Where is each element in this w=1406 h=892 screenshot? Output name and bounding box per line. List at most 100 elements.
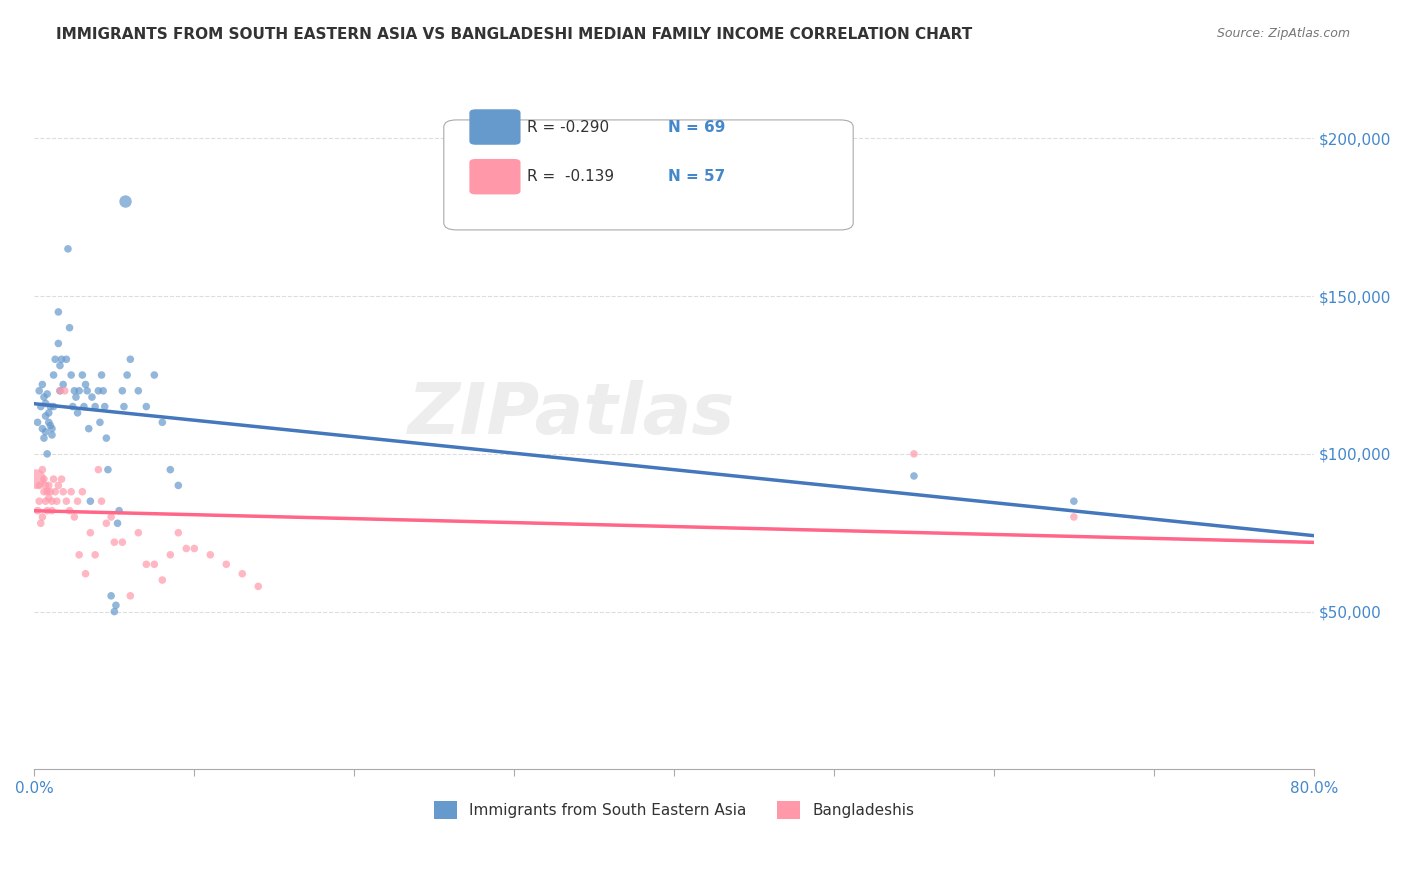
Point — [41, 503, 63, 517]
Point — [135, 400, 157, 414]
Point — [176, 541, 198, 556]
Point — [53, 384, 76, 398]
Point — [79, 525, 101, 540]
Point — [87, 384, 110, 398]
Point — [48, 305, 70, 319]
Point — [76, 384, 98, 398]
Point — [159, 463, 181, 477]
Point — [66, 406, 89, 420]
Point — [58, 503, 80, 517]
Point — [31, 510, 53, 524]
Point — [38, 415, 60, 429]
Point — [200, 548, 222, 562]
Text: N = 57: N = 57 — [668, 169, 725, 185]
Point — [84, 548, 107, 562]
Point — [41, 494, 63, 508]
Point — [143, 368, 166, 382]
Point — [84, 400, 107, 414]
Point — [51, 352, 73, 367]
Text: Source: ZipAtlas.com: Source: ZipAtlas.com — [1216, 27, 1350, 40]
Point — [55, 352, 77, 367]
Point — [42, 400, 65, 414]
FancyBboxPatch shape — [470, 110, 520, 145]
Point — [42, 472, 65, 486]
Point — [39, 400, 62, 414]
Point — [44, 352, 66, 367]
FancyBboxPatch shape — [444, 120, 853, 230]
Point — [114, 194, 136, 209]
Point — [183, 541, 205, 556]
Point — [111, 535, 134, 549]
Point — [49, 384, 72, 398]
Point — [63, 510, 86, 524]
Point — [28, 478, 51, 492]
Point — [44, 484, 66, 499]
Point — [34, 409, 56, 423]
Text: R =  -0.139: R = -0.139 — [527, 169, 614, 185]
Point — [167, 525, 190, 540]
Point — [903, 447, 925, 461]
Point — [77, 422, 100, 436]
Point — [115, 368, 138, 382]
Point — [89, 415, 111, 429]
Point — [93, 400, 115, 414]
Point — [96, 516, 118, 531]
Point — [39, 484, 62, 499]
Point — [41, 422, 63, 436]
Point — [52, 484, 75, 499]
Point — [96, 431, 118, 445]
Point — [38, 491, 60, 505]
Point — [63, 384, 86, 398]
Point — [80, 390, 103, 404]
Point — [231, 566, 253, 581]
Point — [34, 425, 56, 439]
Point — [120, 589, 142, 603]
Point — [32, 484, 55, 499]
Point — [28, 384, 51, 398]
Point — [903, 469, 925, 483]
Point — [90, 368, 112, 382]
Point — [27, 415, 49, 429]
Point — [38, 478, 60, 492]
Point — [37, 484, 59, 499]
Point — [159, 548, 181, 562]
Point — [31, 377, 53, 392]
Point — [32, 431, 55, 445]
Point — [100, 510, 122, 524]
Point — [32, 390, 55, 404]
Point — [120, 352, 142, 367]
Point — [34, 396, 56, 410]
Point — [52, 377, 75, 392]
Point — [45, 494, 67, 508]
Point — [72, 368, 94, 382]
Point — [75, 566, 97, 581]
Point — [37, 503, 59, 517]
Point — [247, 579, 270, 593]
Point — [31, 422, 53, 436]
Point — [103, 605, 125, 619]
Point — [104, 599, 127, 613]
Point — [127, 525, 149, 540]
Point — [38, 406, 60, 420]
Point — [67, 548, 90, 562]
Point — [31, 463, 53, 477]
Point — [42, 368, 65, 382]
Point — [41, 428, 63, 442]
Point — [56, 242, 79, 256]
Text: IMMIGRANTS FROM SOUTH EASTERN ASIA VS BANGLADESHI MEDIAN FAMILY INCOME CORRELATI: IMMIGRANTS FROM SOUTH EASTERN ASIA VS BA… — [56, 27, 973, 42]
Point — [37, 387, 59, 401]
Point — [108, 503, 131, 517]
Point — [39, 418, 62, 433]
FancyBboxPatch shape — [470, 159, 520, 194]
Point — [111, 384, 134, 398]
Point — [91, 384, 114, 398]
Point — [127, 384, 149, 398]
Point — [97, 463, 120, 477]
Text: ZIPatlas: ZIPatlas — [408, 380, 735, 449]
Point — [90, 494, 112, 508]
Point — [28, 494, 51, 508]
Point — [55, 494, 77, 508]
Point — [1063, 494, 1085, 508]
Point — [112, 400, 135, 414]
Point — [67, 384, 90, 398]
